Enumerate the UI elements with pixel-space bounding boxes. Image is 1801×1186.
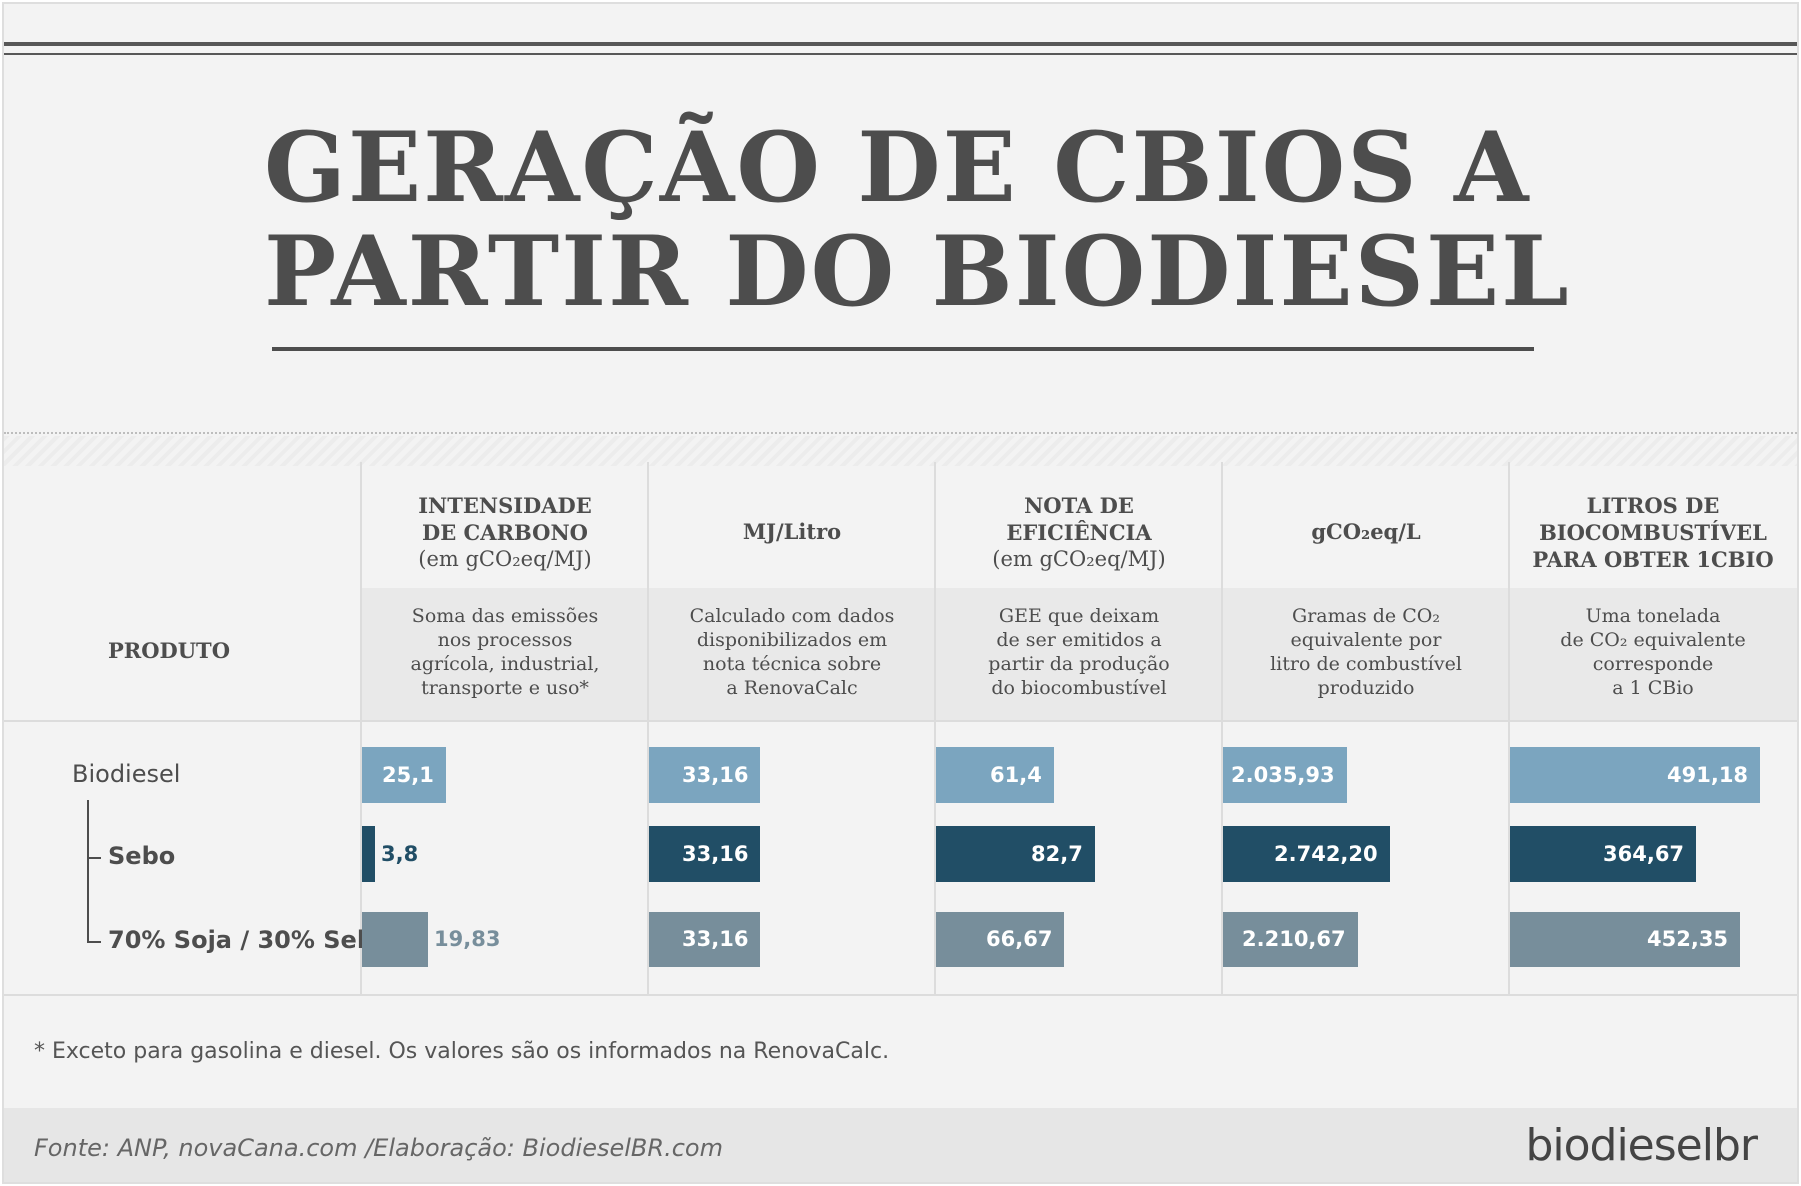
bar-value-label: 25,1 [382, 763, 434, 787]
product-header: PRODUTO [108, 638, 230, 663]
column-unit: (em gCO₂eq/MJ) [418, 547, 592, 571]
source-band [4, 1108, 1797, 1182]
bar-biodiesel [936, 747, 1054, 803]
title-underline [272, 347, 1534, 351]
column-description: Uma tonelada de CO₂ equivalente correspo… [1560, 605, 1746, 699]
source-text: Fonte: ANP, novaCana.com /Elaboração: Bi… [34, 1134, 723, 1162]
title-line-1: GERAÇÃO DE CBIOS A [264, 111, 1531, 224]
bar-value-label: 82,7 [1031, 842, 1083, 866]
column-description: Gramas de CO₂ equivalente por litro de c… [1270, 605, 1462, 699]
hatch-band [4, 436, 1797, 466]
bar-value-label: 364,67 [1603, 842, 1685, 866]
column-description: Soma das emissões nos processos agrícola… [410, 605, 600, 699]
column-header-gco2eq-l: gCO₂eq/L [1223, 518, 1509, 545]
row-label-biodiesel: Biodiesel [72, 760, 181, 788]
column-title: NOTA DE EFICIÊNCIA [1006, 493, 1152, 545]
description-band [362, 588, 1797, 720]
column-separator [1508, 462, 1510, 996]
bar-value-label: 61,4 [990, 763, 1042, 787]
bar-value-label: 19,83 [434, 927, 501, 951]
dotted-divider [4, 432, 1797, 434]
tree-connector [87, 800, 89, 942]
bar-biodiesel [362, 747, 446, 803]
biodieselbr-logo: biodieselbr [1525, 1120, 1758, 1171]
bar-sebo [1223, 826, 1390, 882]
bar-sebo [649, 826, 760, 882]
bar-biodiesel [1223, 747, 1347, 803]
header-separator [4, 720, 1797, 722]
bar-sebo [936, 826, 1095, 882]
bar-biodiesel [1510, 747, 1760, 803]
top-rule [4, 42, 1797, 46]
bar-soja-sebo [936, 912, 1064, 967]
bar-soja-sebo [1223, 912, 1358, 967]
footer-separator [4, 994, 1797, 996]
column-unit: (em gCO₂eq/MJ) [992, 547, 1166, 571]
column-separator [360, 462, 362, 996]
bar-value-label: 33,16 [682, 763, 749, 787]
tree-branch [87, 857, 101, 859]
footnote: * Exceto para gasolina e diesel. Os valo… [34, 1039, 890, 1064]
column-description: GEE que deixam de ser emitidos a partir … [988, 605, 1170, 699]
bar-sebo [1510, 826, 1696, 882]
column-separator [647, 462, 649, 996]
column-header-mj-litro: MJ/Litro [649, 518, 935, 545]
bar-value-label: 33,16 [682, 842, 749, 866]
bar-soja-sebo [649, 912, 760, 967]
bar-value-label: 2.742,20 [1274, 842, 1378, 866]
column-title: MJ/Litro [742, 519, 842, 544]
page-title: GERAÇÃO DE CBIOS A PARTIR DO BIODIESEL [264, 116, 1571, 324]
title-line-2: PARTIR DO BIODIESEL [264, 215, 1571, 328]
column-header-efficiency: NOTA DE EFICIÊNCIA (em gCO₂eq/MJ) [936, 492, 1222, 573]
bar-value-label: 3,8 [381, 842, 419, 866]
bar-value-label: 452,35 [1647, 927, 1729, 951]
bar-value-label: 491,18 [1667, 763, 1749, 787]
bar-biodiesel [649, 747, 760, 803]
bar-value-label: 2.035,93 [1231, 763, 1335, 787]
bar-soja-sebo [362, 912, 428, 967]
column-separator [934, 462, 936, 996]
bar-sebo [362, 826, 375, 882]
bar-soja-sebo [1510, 912, 1740, 967]
bar-value-label: 33,16 [682, 927, 749, 951]
bar-value-label: 2.210,67 [1242, 927, 1346, 951]
bar-value-label: 66,67 [986, 927, 1053, 951]
column-title: INTENSIDADE DE CARBONO [418, 493, 592, 545]
column-header-liters-per-cbio: LITROS DE BIOCOMBUSTÍVEL PARA OBTER 1CBI… [1510, 492, 1796, 573]
column-title: LITROS DE BIOCOMBUSTÍVEL PARA OBTER 1CBI… [1532, 493, 1774, 572]
column-header-carbon-intensity: INTENSIDADE DE CARBONO (em gCO₂eq/MJ) [362, 492, 648, 573]
top-rule-thin [4, 53, 1797, 55]
row-label-soja-sebo: 70% Soja / 30% Sebo [108, 926, 391, 954]
row-label-sebo: Sebo [108, 842, 176, 870]
column-title: gCO₂eq/L [1311, 519, 1421, 544]
tree-branch [87, 941, 101, 943]
column-separator [1221, 462, 1223, 996]
column-description: Calculado com dados disponibilizados em … [689, 605, 895, 699]
